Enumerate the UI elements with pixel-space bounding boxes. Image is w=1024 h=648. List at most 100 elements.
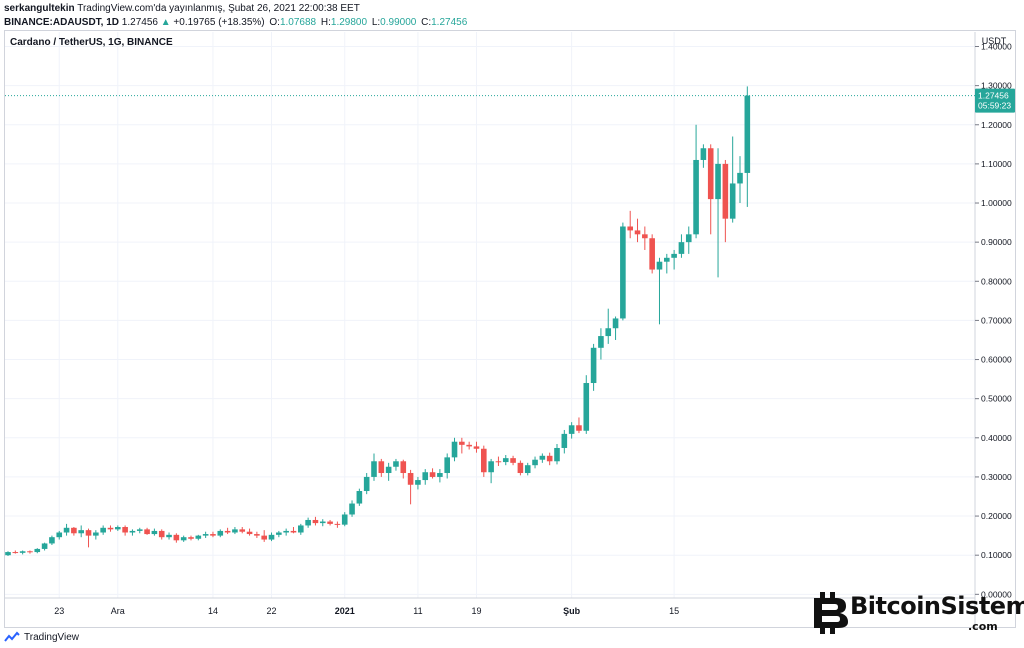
candle-body — [488, 461, 494, 473]
y-tick-label: 0.40000 — [981, 433, 1012, 443]
candle-body — [115, 527, 121, 530]
x-tick-label: 15 — [669, 606, 679, 616]
candle-body — [144, 529, 150, 535]
low-label: L: — [371, 17, 381, 28]
y-tick-label: 1.30000 — [981, 81, 1012, 91]
high-value: 1.29800 — [330, 17, 368, 28]
candle-body — [122, 527, 128, 533]
candle-body — [232, 529, 238, 533]
grid-lines — [5, 32, 975, 598]
candle-body — [664, 257, 670, 262]
candle-body — [246, 531, 253, 535]
y-tick-label: 0.20000 — [981, 511, 1012, 521]
candle-body — [5, 552, 11, 556]
candle-body — [554, 447, 560, 462]
y-tick-label: 0.60000 — [981, 355, 1012, 365]
candle-body — [56, 532, 63, 538]
candle-body — [136, 529, 143, 531]
candle-body — [41, 543, 48, 549]
candle-body — [27, 551, 33, 553]
candle-body — [576, 425, 582, 431]
candle-body — [422, 472, 429, 481]
x-tick-label: Ara — [111, 606, 125, 616]
y-tick-label: 0.00000 — [981, 589, 1012, 599]
candle-body — [334, 523, 341, 525]
candle-body — [656, 261, 663, 270]
candle-body — [34, 548, 41, 553]
candle-body — [85, 530, 92, 536]
candle-body — [642, 234, 648, 239]
candle-body — [481, 448, 487, 473]
author-name[interactable]: serkangultekin — [4, 3, 75, 14]
candle-body — [437, 473, 443, 477]
candle-body — [502, 458, 509, 463]
x-tick-label: Şub — [563, 606, 581, 616]
candle-body — [268, 534, 275, 540]
candle-body — [590, 347, 597, 384]
candle-body — [693, 159, 699, 235]
open-value: 1.07688 — [279, 17, 317, 28]
last-price-tag — [975, 88, 1015, 113]
chart-frame[interactable] — [4, 30, 1016, 628]
candle-body — [385, 466, 392, 474]
candle-body — [473, 446, 480, 449]
candle-body — [685, 234, 692, 243]
candle-body — [71, 527, 77, 534]
candle-body — [239, 529, 246, 532]
candle-body — [700, 148, 707, 160]
candle-body — [129, 530, 136, 533]
candle-body — [356, 491, 363, 504]
candle-body — [283, 530, 289, 533]
candle-body — [188, 537, 194, 539]
candle-body — [224, 530, 231, 533]
candle-body — [649, 238, 655, 270]
candle-body — [393, 461, 399, 467]
candle-body — [173, 534, 180, 541]
price-change: +0.19765 (+18.35%) — [173, 17, 265, 28]
ohlc-line: BINANCE:ADAUSDT, 1D 1.27456 ▲ +0.19765 (… — [4, 16, 1014, 30]
candle-body — [210, 534, 216, 536]
x-tick-label: 22 — [267, 606, 277, 616]
candle-body — [627, 226, 633, 231]
candle-body — [63, 527, 70, 533]
candle-body — [202, 534, 209, 536]
bitcoinsistemi-watermark: BitcoinSistemi .com — [808, 586, 1024, 642]
candle-body — [93, 532, 99, 536]
candle-body — [107, 527, 114, 530]
tradingview-brand[interactable]: TradingView — [4, 628, 79, 646]
x-tick-label: 2021 — [335, 606, 355, 616]
open-label: O: — [269, 17, 280, 28]
candle-body — [305, 519, 311, 526]
candle-body — [312, 519, 319, 524]
candle-body — [561, 433, 568, 448]
candle-body — [715, 163, 721, 200]
candle-body — [19, 551, 26, 553]
candle-body — [598, 336, 604, 348]
candle-body — [612, 318, 619, 329]
candle-body — [327, 521, 333, 524]
y-tick-label: 0.80000 — [981, 276, 1012, 286]
candle-body — [459, 441, 465, 445]
bitcoin-logo-icon — [814, 592, 848, 634]
candle-body — [532, 459, 538, 466]
y-tick-label: 1.20000 — [981, 120, 1012, 130]
candle-body — [158, 530, 165, 538]
chart-title: Cardano / TetherUS, 1G, BINANCE — [10, 37, 173, 48]
candle-body — [341, 514, 348, 525]
candle-body — [671, 253, 677, 258]
low-value: 0.99000 — [380, 17, 417, 28]
published-info: TradingView.com'da yayınlanmış, Şubat 26… — [77, 3, 360, 14]
last-price-countdown: 05:59:23 — [978, 101, 1011, 111]
candle-body — [722, 163, 729, 219]
candle-body — [707, 148, 714, 200]
watermark-name: BitcoinSistemi — [850, 592, 1024, 620]
close-value: 1.27456 — [431, 17, 468, 28]
candle-body — [180, 537, 187, 541]
y-tick-label: 0.90000 — [981, 237, 1012, 247]
symbol-label[interactable]: BINANCE:ADAUSDT, 1D — [4, 17, 120, 28]
candle-body — [678, 242, 685, 254]
candle-body — [49, 537, 55, 544]
candle-body — [319, 521, 326, 524]
candle-body — [400, 461, 407, 474]
